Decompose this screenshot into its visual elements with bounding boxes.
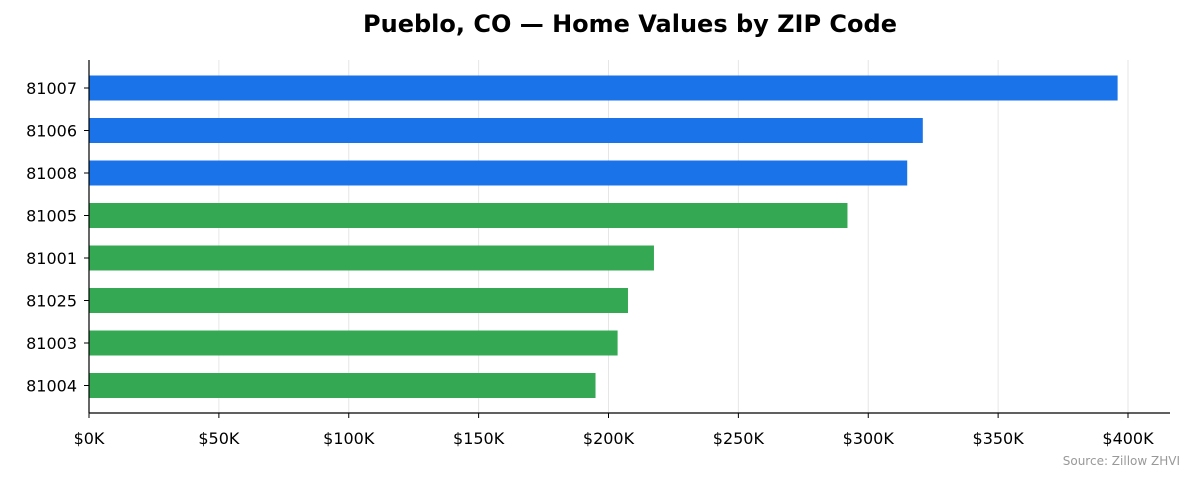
bar-81025 bbox=[89, 288, 628, 313]
bar-81007 bbox=[89, 75, 1118, 101]
x-tick-label: $50K bbox=[198, 429, 240, 448]
bar-81001 bbox=[89, 245, 654, 271]
bar-81005 bbox=[89, 203, 848, 228]
y-tick-label: 81025 bbox=[26, 292, 77, 311]
y-tick-label: 81006 bbox=[26, 122, 77, 141]
x-tick-label: $350K bbox=[973, 429, 1025, 448]
source-note: Source: Zillow ZHVI bbox=[1062, 454, 1180, 468]
x-tick-label: $400K bbox=[1102, 429, 1154, 448]
chart-title: Pueblo, CO — Home Values by ZIP Code bbox=[363, 10, 897, 38]
bar-81006 bbox=[89, 118, 923, 143]
x-tick-label: $250K bbox=[713, 429, 765, 448]
x-tick-label: $200K bbox=[583, 429, 635, 448]
y-tick-label: 81004 bbox=[26, 377, 77, 396]
x-tick-label: $0K bbox=[74, 429, 105, 448]
y-tick-label: 81007 bbox=[26, 79, 77, 98]
bar-81008 bbox=[89, 160, 908, 186]
bar-81004 bbox=[89, 373, 596, 398]
y-tick-label: 81008 bbox=[26, 164, 77, 183]
y-tick-label: 81005 bbox=[26, 207, 77, 226]
bar-81003 bbox=[89, 330, 618, 356]
x-tick-label: $150K bbox=[453, 429, 505, 448]
x-tick-label: $100K bbox=[323, 429, 375, 448]
x-tick-label: $300K bbox=[843, 429, 895, 448]
y-tick-label: 81003 bbox=[26, 334, 77, 353]
y-tick-label: 81001 bbox=[26, 249, 77, 268]
